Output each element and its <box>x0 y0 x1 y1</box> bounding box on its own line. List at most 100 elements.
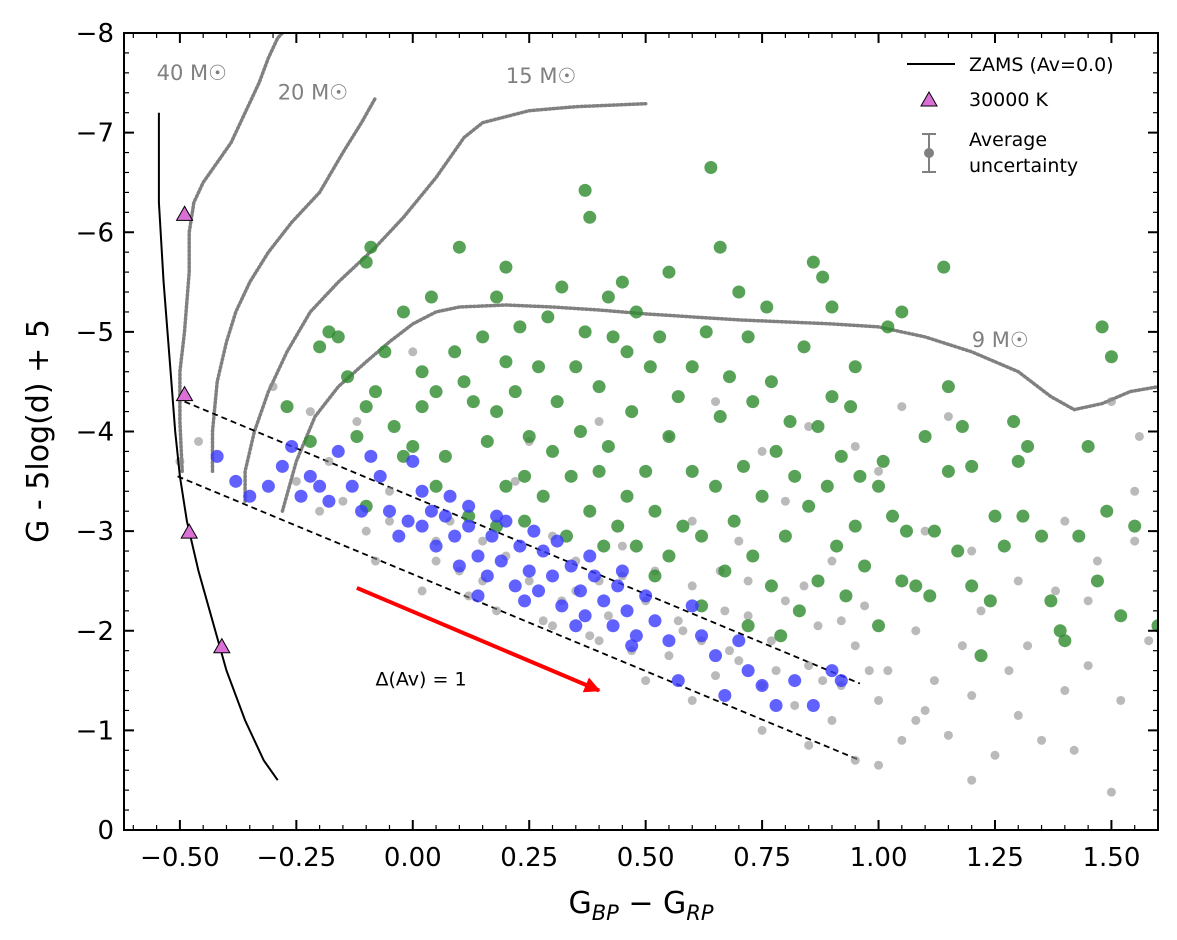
mass-track-label-0: 40 M☉ <box>157 61 227 85</box>
gray-point-35 <box>673 616 683 626</box>
gray-point-105 <box>897 402 907 412</box>
gray-point-65 <box>1023 641 1033 651</box>
blue-point-47 <box>648 614 662 628</box>
green-point-22 <box>452 240 466 254</box>
gray-point-80 <box>780 496 790 506</box>
blue-point-62 <box>443 489 457 503</box>
green-point-129 <box>965 459 979 473</box>
blue-point-48 <box>662 634 676 648</box>
gray-point-29 <box>603 611 613 621</box>
blue-point-71 <box>471 589 485 603</box>
mass-track-label-1: 20 M☉ <box>278 81 348 105</box>
green-point-141 <box>1053 624 1067 638</box>
y-tick-label-1: −1 <box>76 716 114 746</box>
x-tick-label-5: 0.75 <box>733 843 791 873</box>
blue-point-51 <box>695 629 709 643</box>
green-point-17 <box>415 365 429 379</box>
x-tick-label-4: 0.50 <box>617 843 675 873</box>
blue-point-17 <box>406 454 420 468</box>
blue-point-64 <box>490 509 504 523</box>
green-point-68 <box>671 390 685 404</box>
legend: ZAMS (Av=0.0) 30000 K Average uncertaint… <box>907 54 1114 177</box>
green-point-144 <box>1081 439 1095 453</box>
green-point-100 <box>816 270 830 284</box>
green-point-106 <box>839 589 853 603</box>
green-point-38 <box>541 310 555 324</box>
green-point-102 <box>825 390 839 404</box>
blue-point-0 <box>210 449 224 463</box>
gray-point-104 <box>850 441 860 451</box>
blue-point-9 <box>331 444 345 458</box>
blue-point-73 <box>569 619 583 633</box>
y-tick-label-2: −2 <box>76 617 114 647</box>
green-point-28 <box>490 290 504 304</box>
green-point-159 <box>648 569 662 583</box>
green-point-131 <box>974 649 988 663</box>
blue-point-19 <box>424 504 438 518</box>
gray-point-44 <box>780 596 790 606</box>
green-point-117 <box>895 305 909 319</box>
blue-point-8 <box>313 479 327 493</box>
x-tick-label-3: 0.25 <box>500 843 558 873</box>
green-point-44 <box>573 425 587 438</box>
green-point-150 <box>1128 519 1142 533</box>
blue-point-15 <box>392 529 406 543</box>
blue-point-11 <box>355 504 369 518</box>
gray-point-72 <box>1106 787 1116 797</box>
gray-point-89 <box>1106 397 1116 407</box>
gray-point-3 <box>291 476 301 486</box>
gray-point-47 <box>813 621 823 631</box>
blue-point-60 <box>825 664 839 678</box>
green-point-136 <box>1011 454 1025 468</box>
gray-point-106 <box>943 412 953 422</box>
green-point-124 <box>937 260 951 274</box>
green-point-160 <box>695 599 709 613</box>
blue-point-37 <box>564 559 578 573</box>
blue-point-21 <box>438 509 452 523</box>
blue-point-33 <box>532 584 546 598</box>
blue-point-39 <box>578 609 592 623</box>
green-point-128 <box>955 420 969 434</box>
green-point-108 <box>848 519 862 533</box>
gray-point-110 <box>431 556 441 566</box>
green-point-104 <box>830 539 844 553</box>
blue-point-42 <box>606 619 620 633</box>
green-point-101 <box>820 479 834 493</box>
gray-point-66 <box>1037 735 1047 745</box>
green-point-57 <box>620 489 634 503</box>
mass-track-1 <box>210 96 378 474</box>
green-point-118 <box>895 574 909 588</box>
blue-point-18 <box>415 484 429 498</box>
gray-point-60 <box>967 691 977 701</box>
gray-point-117 <box>911 715 921 725</box>
blue-point-56 <box>755 679 769 693</box>
gray-point-71 <box>1092 556 1102 566</box>
x-axis-title-sub1: BP <box>592 901 619 925</box>
blue-point-44 <box>620 604 634 618</box>
blue-point-3 <box>261 479 275 493</box>
green-point-56 <box>620 345 634 359</box>
gray-point-27 <box>585 631 595 641</box>
green-point-162 <box>774 629 788 643</box>
gray-point-75 <box>1144 636 1154 646</box>
green-point-79 <box>722 370 736 384</box>
blue-point-4 <box>275 459 289 473</box>
gray-point-83 <box>920 526 930 536</box>
green-point-112 <box>872 479 886 493</box>
mass-track-3 <box>280 303 1158 513</box>
green-point-75 <box>709 479 723 493</box>
gray-point-23 <box>538 616 548 626</box>
green-point-90 <box>769 444 783 458</box>
green-point-73 <box>699 325 713 339</box>
gray-point-68 <box>1060 686 1070 696</box>
blue-point-2 <box>243 489 257 503</box>
gray-point-21 <box>510 476 520 486</box>
blue-point-5 <box>285 439 299 453</box>
gray-point-74 <box>1130 536 1140 546</box>
green-point-18 <box>424 290 438 304</box>
gray-point-57 <box>929 676 939 686</box>
blue-point-55 <box>741 664 755 678</box>
green-point-42 <box>564 469 578 483</box>
gray-point-18 <box>478 536 488 546</box>
